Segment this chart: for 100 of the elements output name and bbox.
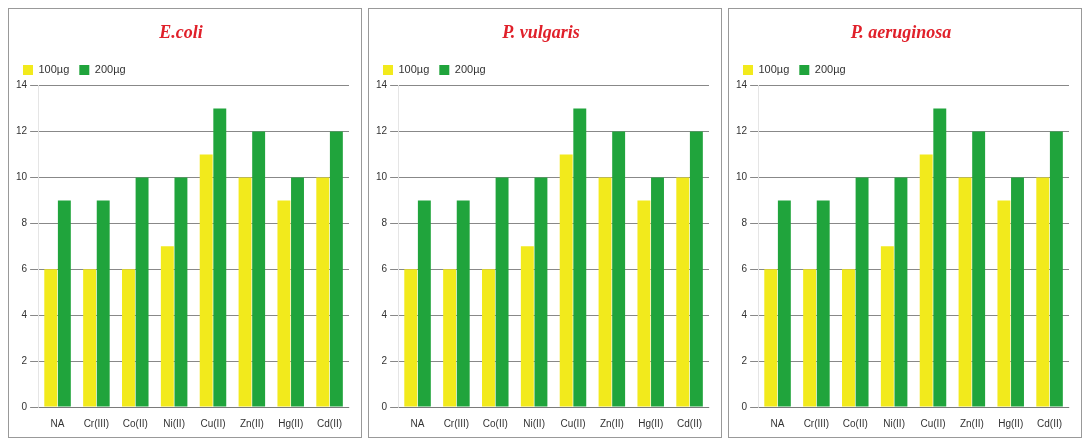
x-tick-label: Cu(II) — [920, 417, 946, 429]
bar — [44, 269, 58, 407]
x-tick-label: Cd(II) — [1037, 417, 1063, 429]
legend-label: 200µg — [454, 63, 486, 76]
bar — [213, 108, 227, 407]
bar — [894, 177, 908, 407]
bar — [842, 269, 855, 407]
bar — [958, 177, 972, 407]
bar — [417, 200, 431, 407]
bar — [1049, 131, 1063, 407]
y-tick-label: 8 — [741, 217, 748, 229]
x-tick-label: NA — [50, 417, 65, 429]
bar — [880, 246, 894, 407]
x-tick-label: Co(II) — [482, 417, 508, 429]
bar — [83, 269, 97, 407]
y-tick-label: 2 — [21, 354, 28, 366]
y-tick-label: 8 — [21, 217, 28, 229]
bar — [855, 177, 869, 407]
bar — [277, 200, 291, 407]
y-tick-label: 0 — [381, 400, 388, 412]
y-tick-label: 12 — [16, 125, 28, 137]
bar — [443, 269, 457, 407]
bar — [238, 177, 252, 407]
bar — [199, 154, 213, 407]
bar — [122, 269, 135, 407]
y-tick-label: 0 — [21, 400, 28, 412]
bar — [456, 200, 470, 407]
x-tick-label: Hg(II) — [638, 417, 664, 429]
x-tick-label: Hg(II) — [998, 417, 1024, 429]
bar — [404, 269, 418, 407]
y-tick-label: 0 — [741, 400, 748, 412]
x-tick-label: Cd(II) — [677, 417, 703, 429]
bar — [676, 177, 690, 407]
x-tick-label: Cu(II) — [200, 417, 226, 429]
y-tick-label: 14 — [376, 79, 388, 91]
bar — [1011, 177, 1024, 407]
bar — [803, 269, 817, 407]
legend-label: 100µg — [758, 63, 790, 76]
legend-label: 200µg — [814, 63, 846, 76]
bar — [559, 154, 573, 407]
chart-title: P. aeruginosa — [849, 22, 952, 43]
x-tick-label: NA — [770, 417, 785, 429]
x-tick-label: Zn(II) — [599, 417, 624, 429]
bar — [933, 108, 947, 407]
y-tick-label: 6 — [741, 263, 748, 275]
bar — [329, 131, 343, 407]
y-tick-label: 10 — [16, 171, 28, 183]
bar — [1036, 177, 1050, 407]
bar — [598, 177, 612, 407]
x-tick-label: Co(II) — [842, 417, 868, 429]
y-tick-label: 14 — [16, 79, 28, 91]
bar — [764, 269, 778, 407]
bar — [135, 177, 149, 407]
chart-title: P. vulgaris — [501, 22, 580, 43]
y-tick-label: 8 — [381, 217, 388, 229]
y-tick-label: 10 — [376, 171, 388, 183]
legend-label: 100µg — [398, 63, 430, 76]
x-tick-label: Hg(II) — [278, 417, 304, 429]
x-tick-label: Ni(II) — [523, 417, 545, 429]
bar — [997, 200, 1011, 407]
bar — [573, 108, 587, 407]
bar — [972, 131, 986, 407]
bar — [919, 154, 933, 407]
x-tick-label: Cu(II) — [560, 417, 586, 429]
y-tick-label: 4 — [381, 308, 388, 320]
y-tick-label: 6 — [381, 263, 388, 275]
y-tick-label: 4 — [741, 308, 748, 320]
x-tick-label: NA — [410, 417, 425, 429]
bar — [816, 200, 830, 407]
bar — [57, 200, 71, 407]
x-tick-label: Ni(II) — [883, 417, 905, 429]
bar — [520, 246, 534, 407]
bar — [96, 200, 110, 407]
bar — [252, 131, 266, 407]
bar — [637, 200, 651, 407]
chart-title: E.coli — [158, 22, 203, 43]
bar — [316, 177, 330, 407]
bar — [534, 177, 548, 407]
bar — [777, 200, 791, 407]
x-tick-label: Cd(II) — [317, 417, 343, 429]
bar — [495, 177, 509, 407]
bar — [651, 177, 664, 407]
y-tick-label: 14 — [736, 79, 748, 91]
x-tick-label: Co(II) — [122, 417, 148, 429]
bar — [160, 246, 174, 407]
bar — [291, 177, 304, 407]
y-tick-label: 12 — [376, 125, 388, 137]
x-tick-label: Ni(II) — [163, 417, 185, 429]
legend-label: 100µg — [38, 63, 70, 76]
y-tick-label: 10 — [736, 171, 748, 183]
bar — [174, 177, 188, 407]
x-tick-label: Cr(III) — [803, 417, 830, 429]
bar — [482, 269, 495, 407]
x-tick-label: Cr(III) — [443, 417, 470, 429]
y-tick-label: 2 — [381, 354, 388, 366]
y-tick-label: 2 — [741, 354, 748, 366]
x-tick-label: Cr(III) — [83, 417, 110, 429]
x-tick-label: Zn(II) — [239, 417, 264, 429]
bar — [689, 131, 703, 407]
x-tick-label: Zn(II) — [959, 417, 984, 429]
